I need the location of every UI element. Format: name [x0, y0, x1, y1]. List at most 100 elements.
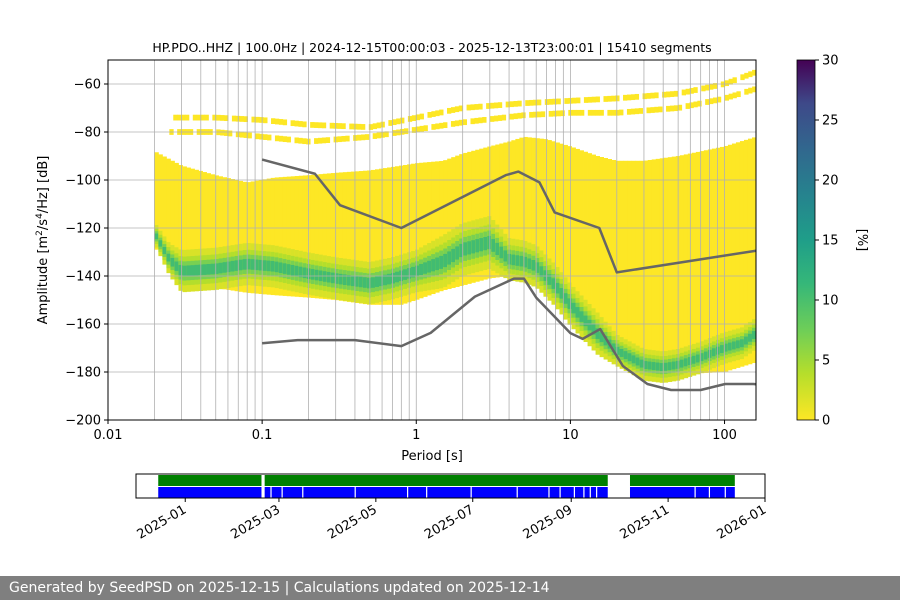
timeline-coverage-bar — [158, 475, 262, 486]
heatmap-cell — [346, 171, 352, 302]
timeline-gap — [354, 487, 356, 498]
heatmap-cell — [435, 257, 440, 271]
colorbar-label: [%] — [854, 229, 869, 252]
colorbar-tick-label: 25 — [822, 114, 839, 129]
heatmap-cell — [536, 111, 542, 118]
heatmap-cell — [286, 136, 291, 143]
heatmap-cell — [567, 298, 572, 309]
heatmap-cell — [400, 117, 405, 124]
heatmap-cell — [415, 114, 421, 121]
heatmap-cell — [740, 74, 745, 81]
y-axis-label: Amplitude [m2/s4/Hz] [dB] — [35, 156, 51, 325]
heatmap-cell — [459, 154, 464, 286]
heatmap-cell — [170, 160, 175, 270]
heatmap-cell — [544, 99, 550, 105]
heatmap-cell — [458, 105, 464, 112]
heatmap-cell — [499, 246, 504, 259]
heatmap-cell — [263, 134, 268, 140]
heatmap-cell — [403, 165, 408, 304]
heatmap-cell — [471, 240, 476, 254]
heatmap-cell — [467, 151, 472, 284]
heatmap-cell — [490, 102, 495, 109]
heatmap-cell — [214, 175, 219, 289]
heatmap-cell — [571, 302, 576, 314]
heatmap-cell — [439, 255, 444, 269]
heatmap-cell — [715, 346, 721, 355]
heatmap-cell — [318, 174, 324, 299]
y-tick-label: −200 — [65, 414, 101, 429]
chart-title: HP.PDO..HHZ | 100.0Hz | 2024-12-15T00:00… — [152, 40, 711, 55]
heatmap-cell — [330, 272, 336, 284]
heatmap-cell — [540, 111, 546, 118]
heatmap-cell — [298, 175, 304, 298]
plot-frame — [107, 59, 757, 421]
heatmap-cell — [455, 155, 460, 287]
heatmap-cell — [547, 274, 552, 285]
heatmap-cell — [302, 121, 307, 128]
timeline-gap — [302, 487, 304, 498]
heatmap-cell — [419, 125, 424, 132]
heatmap-cell — [439, 109, 444, 116]
heatmap-cell — [572, 97, 577, 104]
heatmap-cell — [317, 137, 323, 144]
heatmap-cell — [178, 165, 183, 280]
heatmap-cell — [226, 261, 231, 273]
heatmap-cell — [427, 260, 432, 273]
heatmap-cell — [705, 84, 710, 91]
heatmap-cell — [258, 180, 264, 294]
heatmap-cell — [243, 132, 248, 138]
heatmap-cell — [591, 96, 597, 103]
heatmap-cell — [535, 262, 540, 273]
heatmap-cell — [247, 132, 252, 139]
heatmap-cell — [495, 242, 500, 256]
heatmap-cell — [483, 147, 488, 280]
heatmap-cell — [387, 273, 392, 285]
heatmap-cell — [511, 140, 516, 276]
heatmap-cell — [218, 176, 223, 289]
heatmap-cell — [447, 158, 452, 289]
heatmap-cell — [503, 250, 508, 262]
heatmap-cell — [478, 117, 483, 124]
heatmap-cell — [548, 110, 554, 117]
heatmap-cell — [239, 116, 245, 122]
heatmap-cell — [743, 336, 749, 345]
heatmap-cell — [230, 260, 236, 272]
heatmap-cell — [178, 264, 183, 276]
heatmap-cell — [681, 89, 686, 96]
heatmap-cell — [647, 361, 653, 370]
heatmap-cell — [322, 271, 328, 282]
heatmap-cell — [695, 151, 701, 374]
heatmap-cell — [607, 109, 612, 116]
heatmap-cell — [362, 170, 368, 305]
heatmap-cell — [635, 160, 641, 367]
heatmap-cell — [447, 251, 452, 265]
heatmap-cell — [470, 118, 475, 125]
heatmap-cell — [255, 116, 260, 123]
heatmap-cell — [463, 242, 468, 256]
heatmap-cell — [529, 99, 534, 106]
heatmap-cell — [415, 163, 420, 300]
heatmap-cell — [194, 264, 199, 276]
heatmap-cell — [727, 342, 733, 351]
heatmap-cell — [497, 115, 503, 121]
heatmap-cell — [376, 122, 381, 129]
heatmap-cell — [166, 253, 171, 262]
heatmap-cell — [748, 87, 753, 94]
heatmap-cell — [239, 131, 245, 138]
heatmap-cell — [580, 109, 585, 116]
heatmap-cell — [374, 169, 380, 305]
heatmap-cell — [732, 92, 737, 99]
heatmap-cell — [334, 172, 340, 301]
timeline-gap — [596, 487, 598, 498]
heatmap-cell — [595, 328, 600, 339]
heatmap-cell — [611, 343, 617, 352]
heatmap-cell — [220, 129, 225, 136]
heatmap-cell — [666, 91, 671, 98]
heatmap-cell — [507, 253, 512, 265]
heatmap-cell — [689, 87, 694, 94]
noise-model-curves — [261, 158, 757, 392]
heatmap-cell — [357, 123, 362, 130]
heatmap-cell — [370, 169, 376, 305]
heatmap-cell — [659, 363, 665, 371]
heatmap-cell — [533, 111, 538, 118]
